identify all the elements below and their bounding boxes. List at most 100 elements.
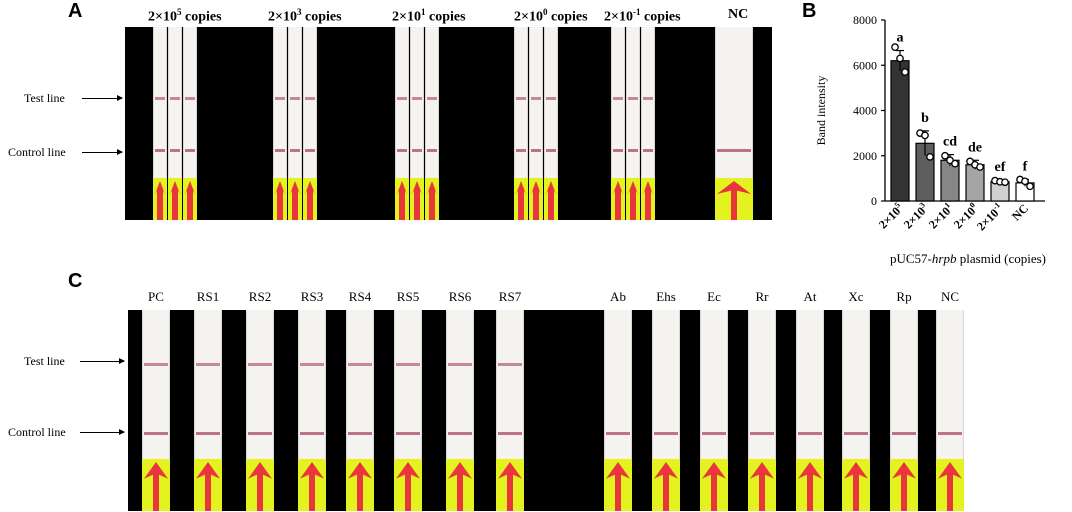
strip-c-13 — [842, 310, 870, 511]
data-point-3-2 — [976, 163, 984, 171]
panel-letter-b: B — [802, 0, 817, 22]
control-band — [628, 149, 638, 152]
control-band — [531, 149, 541, 152]
red-arrow-marking — [348, 462, 372, 511]
control-band — [196, 432, 220, 435]
sample-pad — [611, 178, 625, 220]
strip-c-6 — [446, 310, 474, 511]
strip-label-rs3: RS3 — [300, 289, 324, 304]
strip-label-pc: PC — [148, 289, 164, 304]
control-band — [397, 149, 407, 152]
red-arrow-marking — [275, 181, 285, 220]
data-point-2-2 — [951, 159, 959, 168]
strip-a-3-0 — [514, 27, 528, 220]
red-arrow-marking — [185, 181, 195, 220]
red-arrow-marking — [155, 181, 165, 220]
control-band — [516, 149, 526, 152]
test-band — [144, 363, 168, 366]
panel-a-test-line-label: Test line — [24, 91, 65, 105]
control-band — [717, 149, 751, 152]
test-band — [170, 97, 180, 100]
strip-a-4-1 — [626, 27, 640, 220]
red-arrow-marking — [750, 462, 774, 511]
red-arrow-marking — [305, 181, 315, 220]
red-arrow-marking — [396, 462, 420, 511]
control-band — [348, 432, 372, 435]
data-point-2-0 — [941, 151, 949, 160]
red-arrow-marking — [412, 181, 422, 220]
test-band — [300, 363, 324, 366]
test-band — [397, 97, 407, 100]
strip-c-3 — [298, 310, 326, 511]
y-tick-label-0: 0 — [871, 194, 877, 208]
sample-pad — [936, 459, 964, 511]
red-arrow-marking — [248, 462, 272, 511]
significance-label-4: ef — [995, 160, 1006, 175]
red-arrow-marking — [546, 181, 556, 220]
panel-c-strip-photo — [128, 310, 964, 511]
sample-pad — [346, 459, 374, 511]
sample-pad — [700, 459, 728, 511]
test-band — [275, 97, 285, 100]
control-band — [613, 149, 623, 152]
test-band — [248, 363, 272, 366]
data-point-1-2 — [926, 153, 934, 161]
concentration-label-4: 2×10-1 copies — [604, 7, 681, 25]
y-tick-label-1: 2000 — [853, 149, 877, 163]
control-band — [144, 432, 168, 435]
control-band — [546, 149, 556, 152]
strip-label-rs1: RS1 — [196, 289, 220, 304]
panel-a-test-line-arrow — [82, 95, 123, 101]
sample-pad — [748, 459, 776, 511]
sample-pad — [298, 459, 326, 511]
strip-c-14 — [890, 310, 918, 511]
test-band — [155, 97, 165, 100]
strip-label-at: At — [803, 289, 817, 304]
category-label-4: 2×10-1 — [973, 201, 1006, 234]
category-label-1: 2×103 — [900, 201, 931, 232]
control-band — [248, 432, 272, 435]
strip-c-1 — [194, 310, 222, 511]
red-arrow-marking — [702, 462, 726, 511]
band-intensity-bar-chart: 0 2000 4000 6000 8000 Band intensity a 2×105 b 2×… — [814, 13, 1046, 266]
data-point-1-1 — [921, 131, 929, 140]
test-band — [396, 363, 420, 366]
strip-label-rs4: RS4 — [348, 289, 372, 304]
test-band — [185, 97, 195, 100]
red-arrow-marking — [290, 181, 300, 220]
test-band — [448, 363, 472, 366]
strip-label-xc: Xc — [848, 289, 864, 304]
strip-c-8 — [604, 310, 632, 511]
data-point-5-2 — [1026, 182, 1034, 191]
sample-pad — [544, 178, 558, 220]
strip-a-2-2 — [425, 27, 439, 220]
red-arrow-marking — [427, 181, 437, 220]
significance-label-3: de — [968, 140, 982, 155]
concentration-label-5: NC — [728, 7, 749, 22]
sample-pad — [529, 178, 543, 220]
strip-c-15 — [936, 310, 964, 511]
sample-pad — [303, 178, 317, 220]
red-arrow-marking — [606, 462, 630, 511]
red-arrow-marking — [196, 462, 220, 511]
y-axis-label: Band intensity — [814, 76, 828, 146]
strip-a-0-2 — [183, 27, 197, 220]
strip-label-nc: NC — [940, 289, 960, 304]
test-band — [546, 97, 556, 100]
red-arrow-marking — [717, 181, 751, 220]
strip-c-4 — [346, 310, 374, 511]
category-label-2: 2×101 — [925, 201, 956, 232]
strip-c-11 — [748, 310, 776, 511]
panel-a-control-line-label: Control line — [8, 145, 66, 159]
red-arrow-marking — [144, 462, 168, 511]
sample-pad — [410, 178, 424, 220]
strip-a-3-2 — [544, 27, 558, 220]
data-point-0-0 — [891, 43, 899, 52]
test-band — [643, 97, 653, 100]
control-band — [300, 432, 324, 435]
strip-a-0-0 — [153, 27, 167, 220]
control-band — [305, 149, 315, 152]
red-arrow-marking — [516, 181, 526, 220]
strip-label-rs7: RS7 — [498, 289, 522, 304]
sample-pad — [715, 178, 753, 220]
